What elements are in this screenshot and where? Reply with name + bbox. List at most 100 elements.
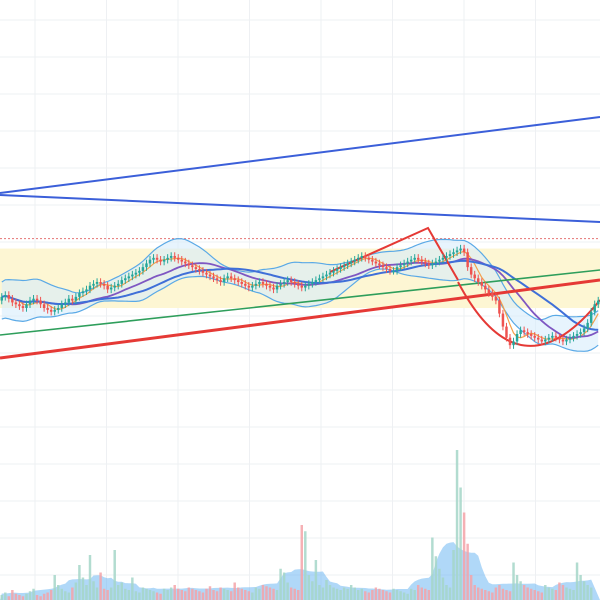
volume-bar (53, 575, 56, 600)
volume-bar (191, 588, 194, 600)
volume-bar (413, 590, 416, 600)
candle-body (222, 278, 226, 282)
candle-body (254, 283, 258, 286)
volume-bar (35, 595, 39, 600)
candle-body (452, 252, 455, 255)
volume-bar (237, 587, 240, 600)
volume-bar (254, 587, 258, 600)
volume-bar (141, 587, 145, 600)
volume-bar (155, 592, 159, 600)
candle-body (540, 339, 543, 342)
volume-average-area (0, 542, 600, 600)
ma-blue-line (1, 259, 599, 331)
volume-bar (402, 592, 406, 600)
volume-bar (473, 585, 476, 600)
volume-bar (529, 588, 533, 600)
candle-body (251, 285, 254, 288)
volume-bar (208, 586, 212, 600)
candle-body (187, 263, 191, 266)
candle-body (237, 280, 240, 282)
volume-bar (18, 595, 21, 600)
volume-bar (138, 592, 141, 600)
volume-bar (282, 572, 286, 600)
volume-bar (275, 590, 279, 600)
volume-bar (25, 593, 28, 600)
volume-bar (537, 591, 540, 600)
volume-bar (177, 588, 180, 600)
volume-bar (371, 590, 374, 600)
volume-bar (392, 588, 395, 600)
candle-body (484, 285, 487, 290)
candle-body (402, 263, 406, 266)
candle-body (42, 304, 46, 308)
candle-body (501, 313, 505, 327)
volume-bar (568, 588, 572, 600)
volume-bar (258, 588, 261, 600)
candle-body (286, 280, 289, 282)
volume-bar (579, 575, 582, 600)
candle-body (349, 261, 353, 264)
volume-bar (582, 581, 586, 600)
volume-bar (459, 487, 462, 600)
volume-bar (554, 590, 558, 600)
candle-body (14, 302, 18, 305)
candle-body (364, 256, 367, 258)
volume-bar (247, 591, 251, 600)
volume-bar (487, 591, 491, 600)
candle-body (427, 263, 431, 266)
candle-body (395, 267, 399, 271)
candle-body (505, 326, 508, 338)
volume-bar (173, 585, 176, 600)
volume-bar (148, 590, 152, 600)
volume-bar (159, 593, 162, 600)
candle-body (357, 257, 360, 260)
volume-bar (240, 588, 243, 600)
candle-body (597, 300, 600, 305)
candle-body (565, 339, 568, 342)
volume-bar (268, 587, 272, 600)
volume-bar (441, 577, 445, 600)
volume-bar (462, 512, 466, 600)
candle-body (480, 282, 483, 286)
volume-bar (357, 590, 360, 600)
candle-body (339, 267, 342, 269)
volume-bar (85, 585, 88, 600)
candle-body (53, 309, 56, 312)
volume-bar (515, 575, 519, 600)
candle-body (586, 322, 589, 329)
candle-body (568, 337, 572, 340)
volume-bar (81, 577, 85, 600)
volume-bar (565, 587, 568, 600)
candle-body (134, 272, 138, 275)
candle-body (28, 300, 32, 305)
candle-body (304, 285, 307, 288)
candle-body (198, 269, 201, 271)
candle-body (477, 278, 480, 282)
candle-body (215, 278, 219, 281)
volume-bar (215, 591, 219, 600)
candle-body (180, 259, 183, 262)
volume-bar (21, 596, 25, 600)
volume-bar (222, 588, 226, 600)
candle-body (335, 269, 339, 271)
volume-bar (297, 590, 300, 600)
volume-bar (434, 556, 438, 600)
volume-bar (544, 585, 547, 600)
candle-body (558, 337, 561, 340)
candle-body (413, 257, 416, 260)
candle-body (155, 257, 159, 260)
candle-body (272, 287, 275, 290)
volume-bar (88, 555, 92, 600)
volume-bar (498, 585, 501, 600)
candle-body (431, 263, 434, 266)
volume-bar (102, 588, 106, 600)
candle-body (399, 265, 402, 268)
candle-body (589, 311, 593, 323)
volume-bar (378, 588, 381, 600)
volume-bar (0, 595, 3, 600)
volume-bar (251, 592, 254, 600)
trend-line-lower (0, 194, 600, 223)
volume-bar (360, 588, 363, 600)
volume-bar (134, 591, 138, 600)
volume-bar (109, 587, 113, 600)
